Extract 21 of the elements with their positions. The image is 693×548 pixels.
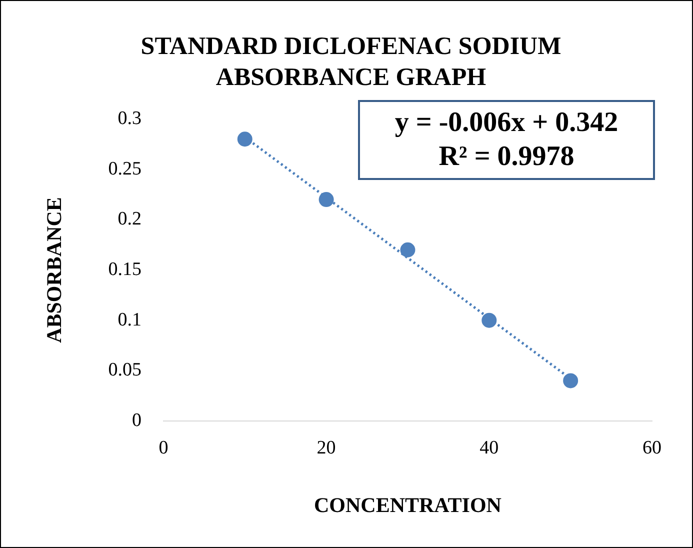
annotation: y = -0.006x + 0.342 [394, 106, 620, 140]
y-tick-label: 0.2 [118, 208, 142, 230]
y-tick-label: 0.25 [108, 158, 142, 180]
point [482, 312, 497, 328]
y-axis-title: ABSORBANCE [42, 197, 66, 343]
y-tick-label: 0.3 [118, 108, 142, 129]
x-tick-label: 20 [316, 437, 336, 458]
x-tick-label: 40 [480, 437, 499, 458]
x-tick-label: 0 [158, 437, 168, 458]
x-axis-title: CONCENTRATION [314, 492, 502, 517]
y-tick-label: 0.1 [118, 309, 142, 330]
point [400, 242, 416, 258]
y-tick-label: 0.05 [108, 360, 142, 381]
annotation: R² = 0.9978 [438, 140, 576, 174]
point [237, 132, 252, 147]
point [318, 192, 334, 208]
point [563, 373, 578, 388]
y-tick-label: 0.15 [108, 258, 142, 280]
x-tick-label: 60 [642, 437, 662, 458]
chart-title: STANDARD DICLOFENAC SODIUM ABSORBANCE GRAPH [140, 32, 562, 93]
y-tick-label: 0 [132, 410, 142, 431]
